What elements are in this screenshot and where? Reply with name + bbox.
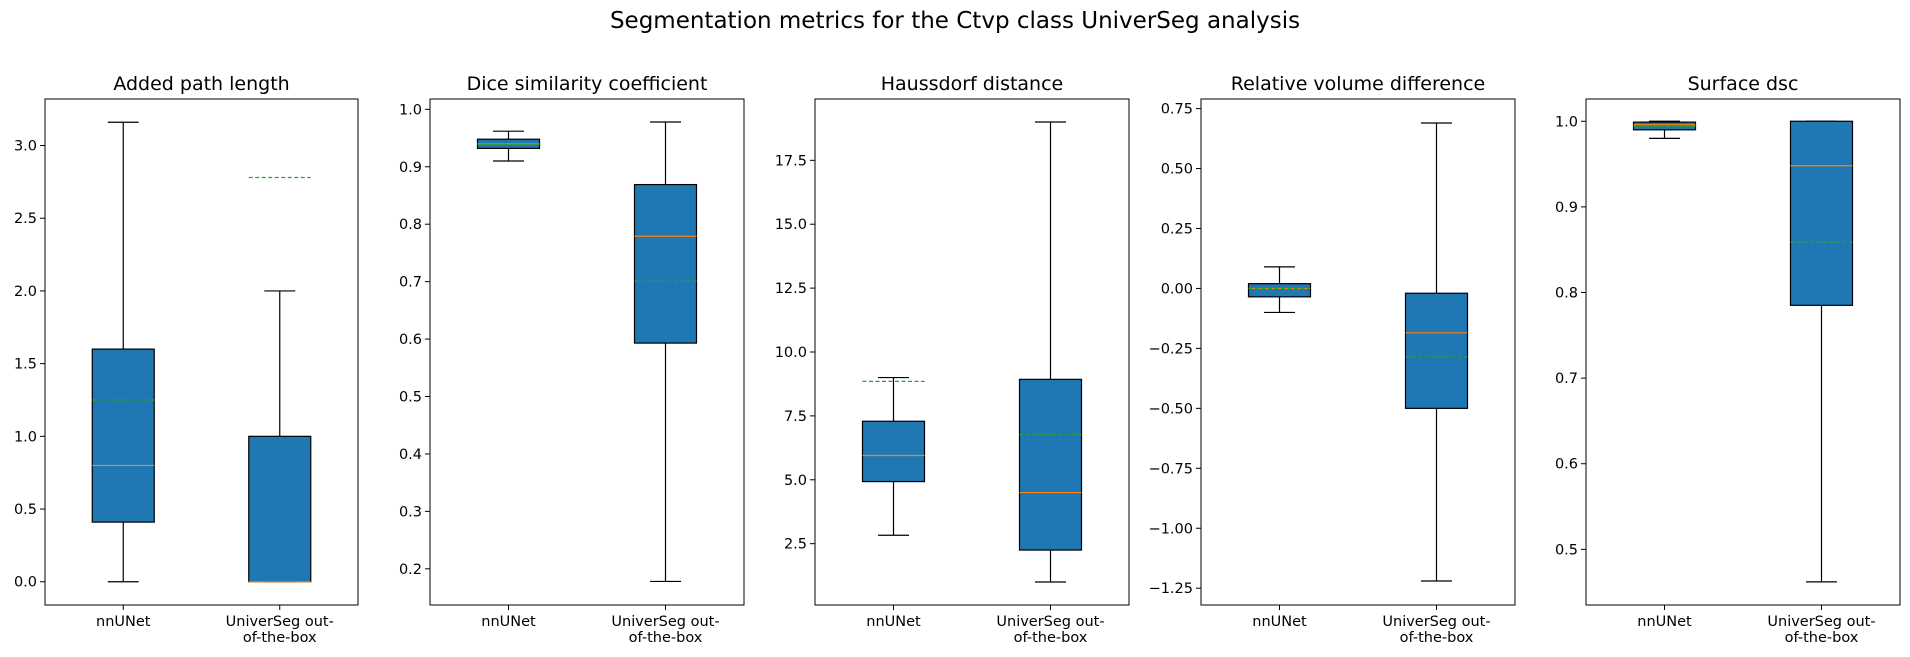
y-tick-label: 0.8: [1555, 285, 1578, 301]
x-category-label-line: of-the-box: [629, 630, 703, 646]
x-category-label: nnUNet: [1252, 614, 1307, 630]
y-tick-label: −1.00: [1149, 521, 1193, 537]
y-tick-label: 1.0: [1555, 114, 1578, 130]
y-tick-label: 1.5: [14, 357, 37, 373]
x-category-label: UniverSeg out-of-the-box: [611, 614, 719, 646]
y-tick-label: 0.0: [14, 575, 37, 591]
x-category-label-line: of-the-box: [1785, 630, 1859, 646]
x-category-label-line: UniverSeg out-: [611, 614, 719, 630]
x-category-label-line: UniverSeg out-: [1767, 614, 1875, 630]
x-category-label-line: UniverSeg out-: [226, 614, 334, 630]
y-tick-label: 3.0: [14, 139, 37, 155]
subplot-3: Haussdorf distance 2.5 5.0 7.5 10.0 12.5 15.0 1…: [775, 73, 1130, 646]
x-category-label-line: UniverSeg out-: [996, 614, 1104, 630]
y-tick-label: −0.50: [1149, 401, 1193, 417]
x-category-label-line: UniverSeg out-: [1382, 614, 1490, 630]
y-tick-label: 0.75: [1161, 102, 1193, 118]
y-tick-label: 0.00: [1161, 281, 1193, 297]
y-tick-label: 0.9: [1555, 200, 1578, 216]
x-category-label-line: nnUNet: [1637, 614, 1692, 630]
y-tick-label: 0.5: [1555, 542, 1578, 558]
axes-frame: [1200, 98, 1516, 606]
x-category-label: nnUNet: [866, 614, 921, 630]
y-tick-label: 0.7: [1555, 371, 1578, 387]
x-category-label-line: nnUNet: [96, 614, 151, 630]
y-tick-label: 0.6: [399, 332, 422, 348]
y-tick-label: 7.5: [784, 409, 807, 425]
box-iqr: [1018, 378, 1083, 551]
box-iqr: [861, 420, 926, 483]
subplot-2: Dice similarity coefficient 0.2 0.3 0.4 0.5 0…: [399, 73, 745, 646]
y-tick-label: 2.0: [14, 284, 37, 300]
x-category-label: UniverSeg out-of-the-box: [1767, 614, 1875, 646]
axes-frame: [1585, 98, 1901, 606]
box-iqr: [1789, 120, 1854, 306]
y-tick-label: 0.5: [399, 390, 422, 406]
y-tick-label: 0.25: [1161, 221, 1193, 237]
subplot-title: Dice similarity coefficient: [467, 73, 708, 95]
box-iqr: [248, 435, 312, 583]
y-tick-label: 0.2: [399, 562, 422, 578]
subplot-5: Surface dsc 0.5 0.6 0.7 0.8 0.9 1.0 nnUNet Unive…: [1555, 73, 1901, 646]
box-iqr: [1404, 292, 1469, 409]
box-iqr: [1247, 283, 1312, 298]
x-category-label: UniverSeg out-of-the-box: [1382, 614, 1490, 646]
y-tick-label: −0.25: [1149, 341, 1193, 357]
box-iqr: [633, 183, 698, 344]
x-category-label: nnUNet: [481, 614, 536, 630]
y-tick-label: 1.0: [399, 102, 422, 118]
axes-frame: [429, 98, 745, 606]
box-iqr: [91, 348, 155, 523]
y-tick-label: 1.0: [14, 429, 37, 445]
y-tick-label: 10.0: [775, 345, 807, 361]
x-category-label-line: nnUNet: [1252, 614, 1307, 630]
x-category-label-line: nnUNet: [481, 614, 536, 630]
x-category-label-line: of-the-box: [1014, 630, 1088, 646]
x-category-label: nnUNet: [96, 614, 151, 630]
x-category-label-line: of-the-box: [1400, 630, 1474, 646]
y-tick-label: 5.0: [784, 473, 807, 489]
x-category-label: nnUNet: [1637, 614, 1692, 630]
x-category-label: UniverSeg out-of-the-box: [996, 614, 1104, 646]
y-tick-label: 15.0: [775, 217, 807, 233]
y-tick-label: 0.4: [399, 447, 422, 463]
y-tick-label: 17.5: [775, 153, 807, 169]
subplot-title: Surface dsc: [1688, 73, 1799, 95]
y-tick-label: −0.75: [1149, 461, 1193, 477]
x-category-label-line: nnUNet: [866, 614, 921, 630]
axes-frame: [44, 98, 359, 606]
subplot-title: Haussdorf distance: [881, 73, 1064, 95]
y-tick-label: 2.5: [784, 537, 807, 553]
x-category-label-line: of-the-box: [243, 630, 317, 646]
y-tick-label: 0.8: [399, 217, 422, 233]
subplot-1: Added path length 0.0 0.5 1.0 1.5 2.0 2.5 3.0 nn…: [14, 73, 359, 646]
x-category-label: UniverSeg out-of-the-box: [226, 614, 334, 646]
y-tick-label: 0.3: [399, 504, 422, 520]
y-tick-label: 0.7: [399, 275, 422, 291]
y-tick-label: −1.25: [1149, 581, 1193, 597]
y-tick-label: 12.5: [775, 281, 807, 297]
y-tick-label: 0.6: [1555, 457, 1578, 473]
y-tick-label: 0.5: [14, 502, 37, 518]
subplot-title: Relative volume difference: [1231, 73, 1485, 95]
y-tick-label: 2.5: [14, 211, 37, 227]
subplot-title: Added path length: [113, 73, 289, 95]
y-tick-label: 0.9: [399, 160, 422, 176]
subplot-4: Relative volume difference −1.25 −1.00 −0.7…: [1149, 73, 1516, 646]
figure-title: Segmentation metrics for the Ctvp class …: [610, 8, 1300, 34]
y-tick-label: 0.50: [1161, 162, 1193, 178]
